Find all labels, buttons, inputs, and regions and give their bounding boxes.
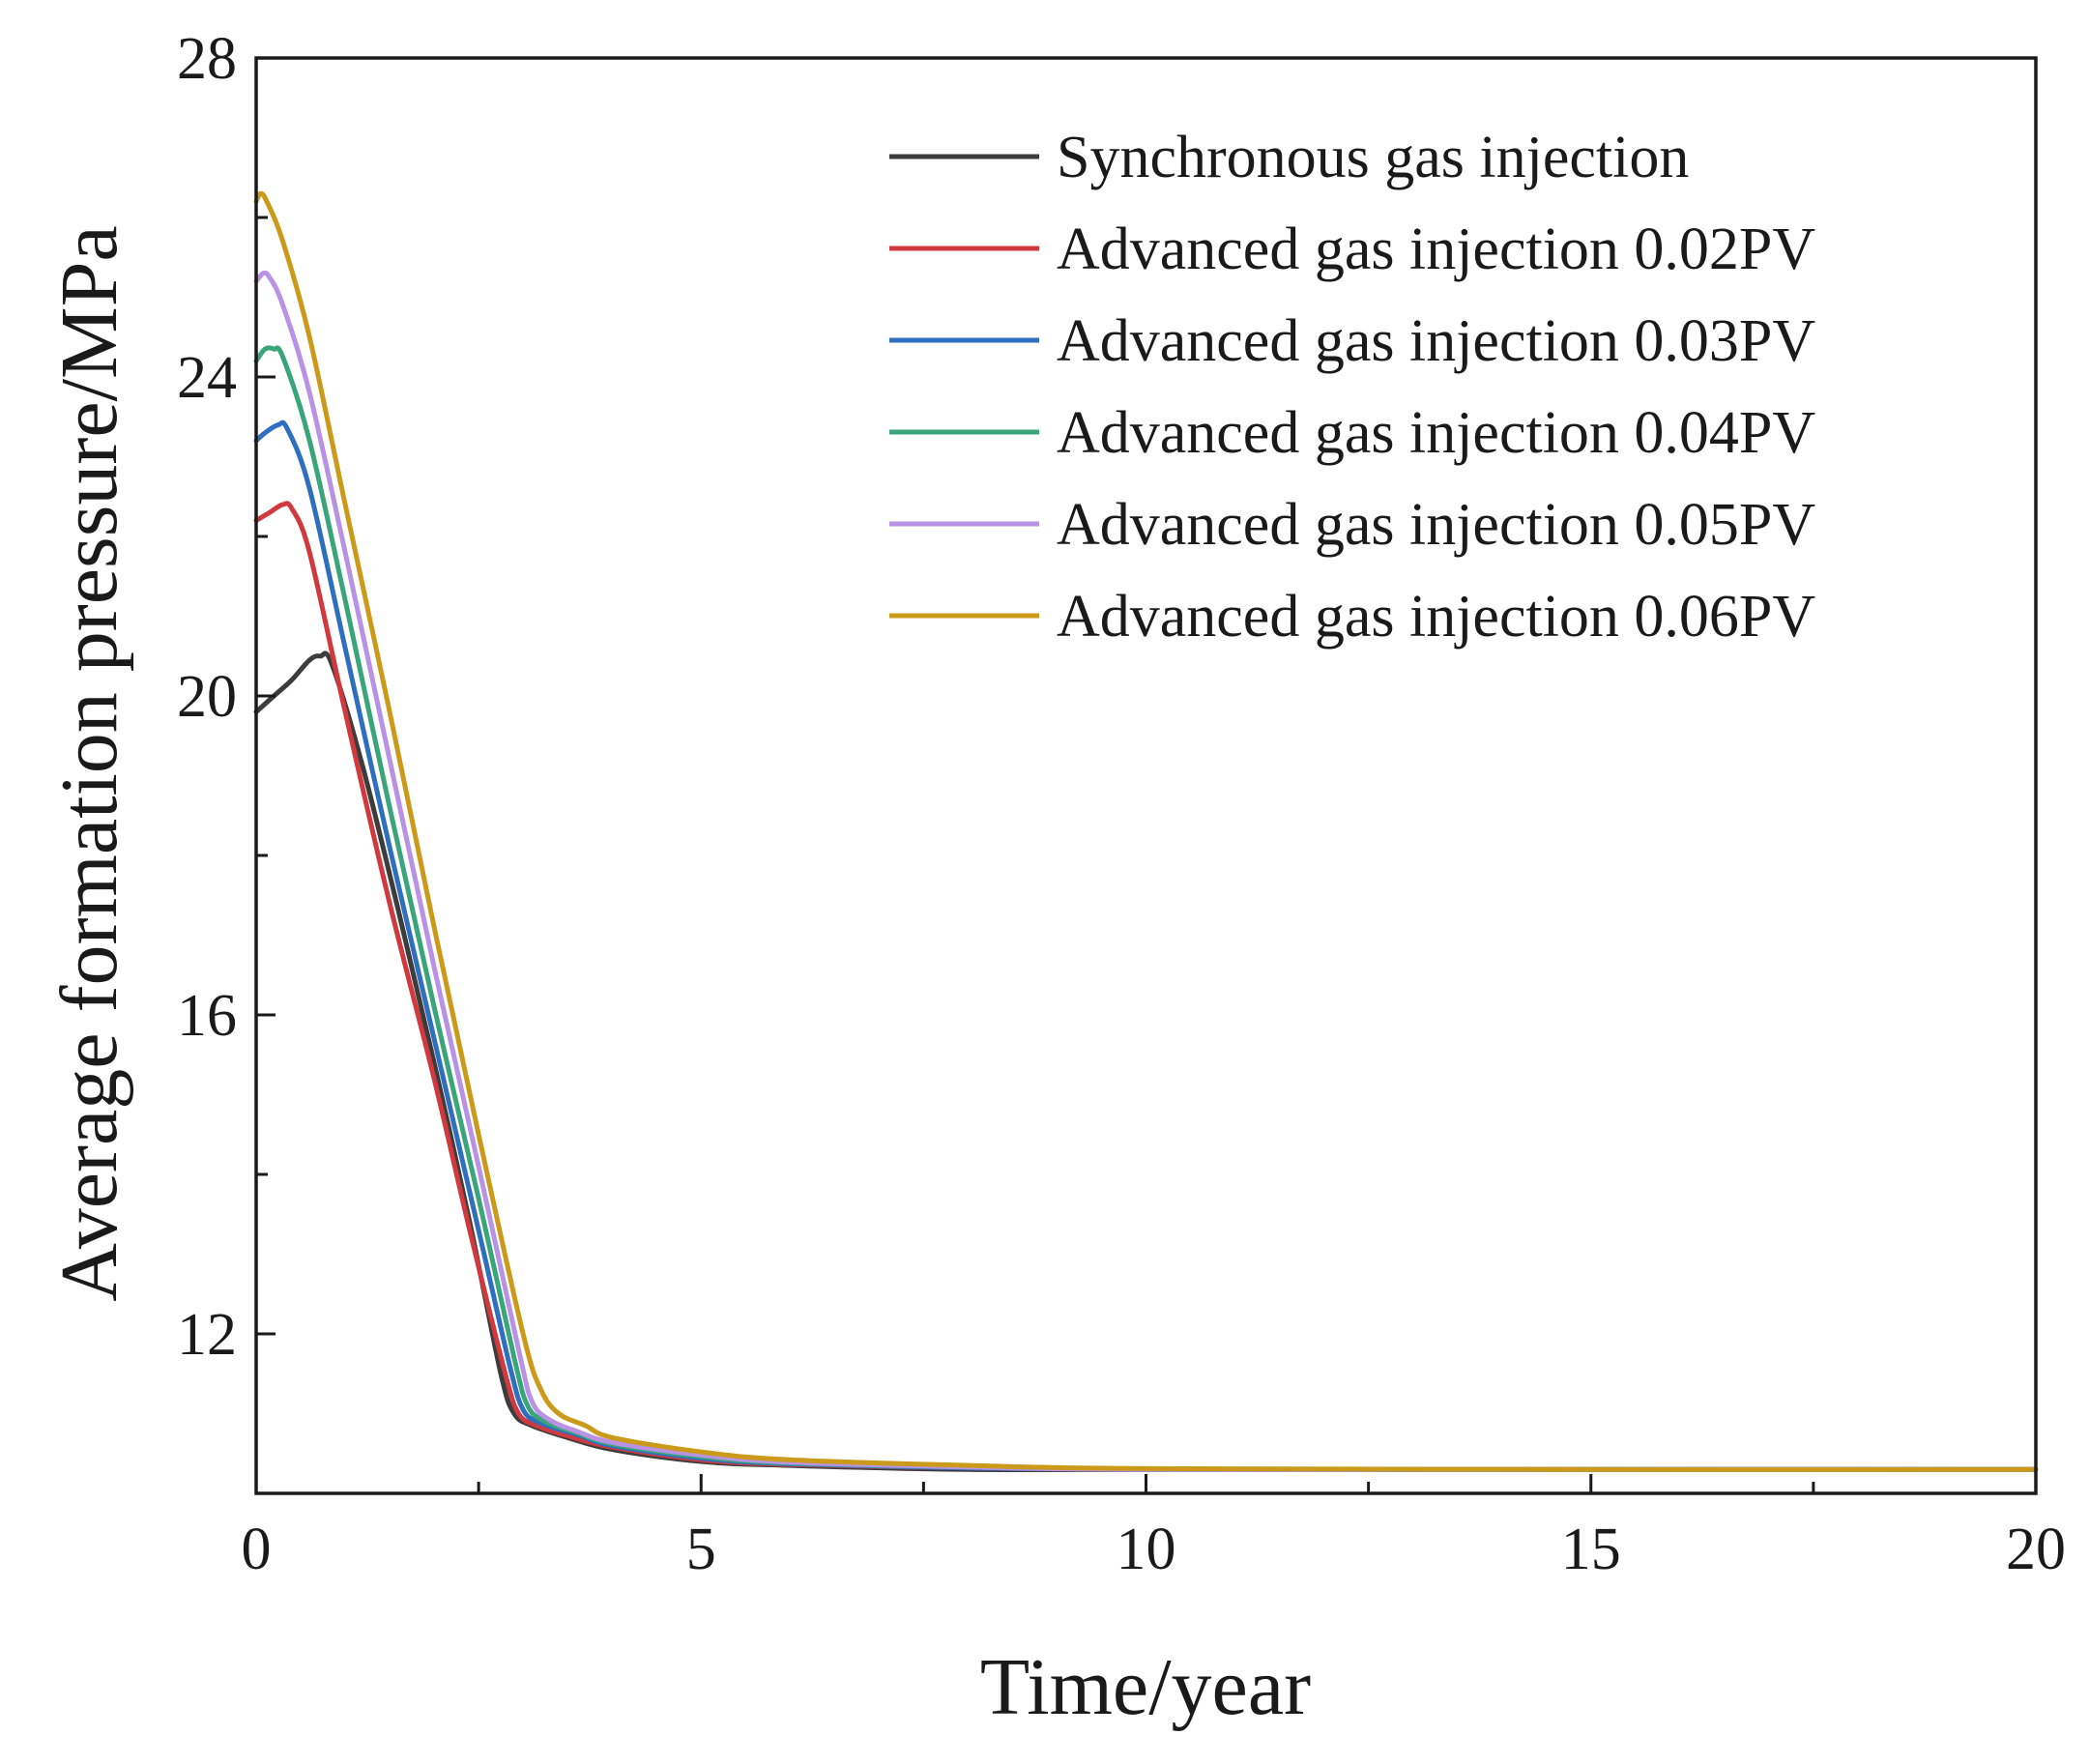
legend-label-4: Advanced gas injection 0.04PV	[1057, 400, 1815, 466]
legend-label-3: Advanced gas injection 0.03PV	[1057, 308, 1815, 374]
legend-label-1: Synchronous gas injection	[1057, 125, 1689, 190]
y-tick-label: 20	[177, 664, 237, 730]
x-tick-label: 5	[686, 1517, 716, 1582]
x-tick-label: 10	[1117, 1517, 1176, 1582]
ticks-layer: 0 5 10 15 20 12 16 20 24 28	[177, 26, 2066, 1582]
legend-label-6: Advanced gas injection 0.06PV	[1057, 584, 1815, 650]
y-tick-label: 16	[177, 983, 237, 1049]
y-axis-title: Average formation pressure/MPa	[44, 225, 134, 1301]
x-tick-label: 0	[242, 1517, 272, 1582]
y-tick-label: 24	[177, 345, 237, 411]
y-tick-label: 12	[177, 1302, 237, 1368]
x-axis-title: Time/year	[980, 1642, 1311, 1732]
series-line-6	[253, 190, 2039, 1472]
series-layer	[253, 190, 2039, 1473]
legend-label-5: Advanced gas injection 0.05PV	[1057, 492, 1815, 558]
x-tick-label: 20	[2006, 1517, 2066, 1582]
legend-label-2: Advanced gas injection 0.02PV	[1057, 217, 1815, 282]
legend: Synchronous gas injection Advanced gas in…	[889, 125, 1815, 650]
y-tick-label: 28	[177, 26, 237, 92]
x-tick-label: 15	[1561, 1517, 1621, 1582]
